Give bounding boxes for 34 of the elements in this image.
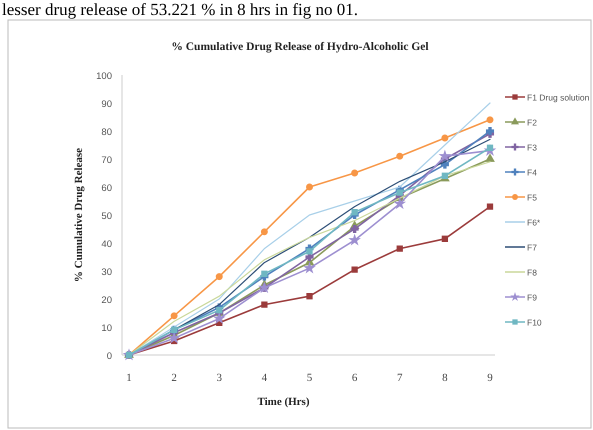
x-tick-label: 6: [352, 372, 358, 384]
x-tick-label: 3: [216, 372, 222, 384]
y-tick-label: 50: [101, 211, 112, 222]
x-tick-label: 4: [262, 372, 268, 384]
y-tick-label: 90: [101, 99, 112, 110]
legend-label: F7: [527, 242, 538, 252]
legend-label: F10: [527, 318, 542, 328]
y-tick-label: 70: [101, 155, 112, 166]
y-tick-label: 30: [101, 267, 112, 278]
x-tick-label: 1: [126, 372, 132, 384]
y-tick-label: 40: [101, 239, 112, 250]
legend-label: F6*: [527, 218, 541, 228]
x-tick-label: 5: [306, 372, 313, 384]
y-axis-title: % Cumulative Drug Release: [73, 148, 85, 282]
legend-label: F3: [527, 142, 538, 152]
x-axis-title: Time (Hrs): [257, 396, 310, 408]
y-tick-label: 80: [101, 127, 112, 138]
y-tick-label: 10: [101, 323, 112, 334]
legend-label: F8: [527, 268, 538, 278]
y-tick-label: 100: [96, 71, 112, 82]
x-tick-label: 7: [397, 372, 403, 384]
x-tick-label: 9: [487, 372, 494, 384]
text: lesser drug release of 53.221 % in 8 hrs in fig no 01.: [2, 0, 358, 19]
legend-label: F4: [527, 168, 538, 178]
legend-label: F2: [527, 118, 538, 128]
x-tick-label: 2: [171, 372, 177, 384]
legend-label: F5: [527, 192, 538, 202]
legend-label: F1 Drug solution: [527, 92, 590, 102]
chart-title: % Cumulative Drug Release of Hydro-Alcoholic Gel: [171, 41, 429, 53]
legend-label: F9: [527, 292, 538, 302]
y-tick-label: 20: [101, 295, 112, 306]
x-tick-label: 8: [442, 372, 448, 384]
y-tick-label: 60: [101, 183, 112, 194]
y-tick-label: 0: [106, 351, 112, 362]
